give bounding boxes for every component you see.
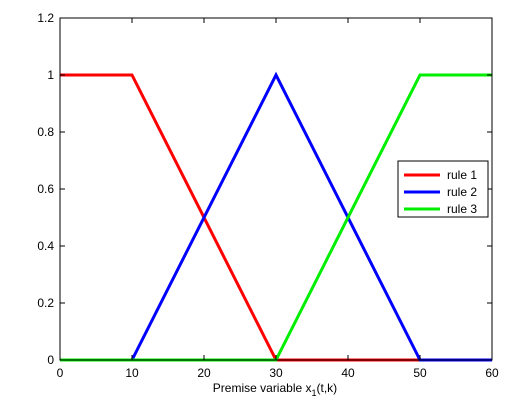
y-tick-label: 0.2 [37,296,54,310]
y-tick-label: 1.2 [37,11,54,25]
y-tick-label: 0.8 [37,125,54,139]
x-tick-label: 20 [197,366,211,380]
legend: rule 1 rule 2 rule 3 [397,160,489,218]
y-tick-label: 0.6 [37,182,54,196]
x-tick-label: 0 [57,366,64,380]
y-tick-label: 0.4 [37,239,54,253]
legend-label-3: rule 3 [447,202,477,216]
x-axis-label-main: Premise variable x [213,381,312,395]
x-axis-label-tail: (t,k) [317,381,338,395]
y-tick-label: 0 [47,353,54,367]
legend-label-1: rule 1 [447,168,477,182]
x-axis-label: Premise variable x1(t,k) [213,381,337,398]
x-tick-label: 30 [269,366,283,380]
ticks-layer: 0 10 20 30 40 50 60 0 0.2 0.4 0.6 0.8 1 1.2 [37,11,499,380]
x-tick-label: 50 [413,366,427,380]
y-tick-label: 1 [47,68,54,82]
x-tick-label: 40 [341,366,355,380]
x-tick-label: 10 [125,366,139,380]
x-axis-label-subscript: 1 [312,388,317,398]
legend-label-2: rule 2 [447,185,477,199]
x-tick-label: 60 [485,366,499,380]
